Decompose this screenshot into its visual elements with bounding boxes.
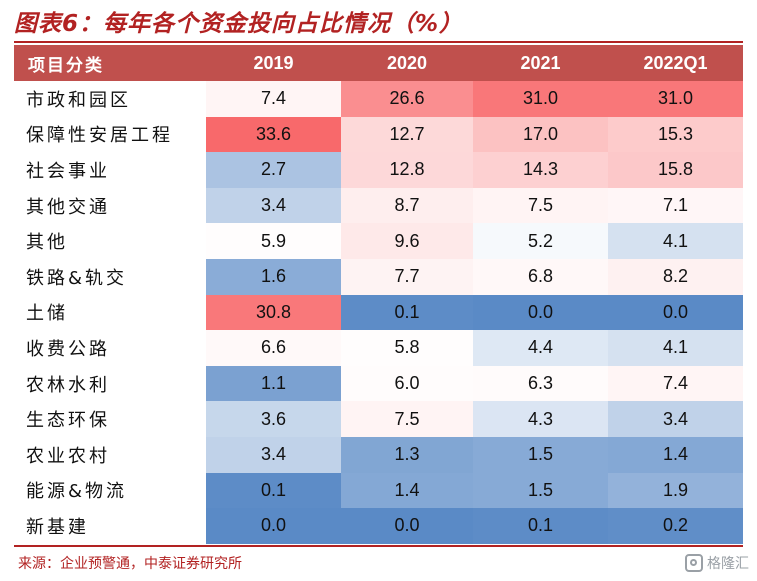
allocation-table: 项目分类 2019 2020 2021 2022Q1 市政和园区 7.4 26.… (14, 45, 743, 544)
row-label: 收费公路 (14, 330, 206, 366)
data-cell: 12.8 (341, 152, 473, 188)
table-row: 市政和园区 7.4 26.6 31.0 31.0 (14, 81, 743, 117)
data-cell: 1.4 (608, 436, 743, 473)
data-cell: 9.6 (341, 223, 473, 259)
table-row: 其他 5.9 9.6 5.2 4.1 (14, 223, 743, 259)
data-cell: 4.1 (608, 330, 743, 366)
data-cell: 4.3 (473, 401, 608, 437)
column-header-2021: 2021 (473, 45, 608, 81)
row-label: 生态环保 (14, 401, 206, 437)
data-cell: 1.4 (341, 472, 473, 509)
data-cell: 3.4 (608, 401, 743, 437)
table-row: 农林水利 1.1 6.0 6.3 7.4 (14, 365, 743, 402)
table-row: 收费公路 6.6 5.8 4.4 4.1 (14, 330, 743, 366)
gelonghui-logo-icon (685, 554, 703, 572)
data-cell: 0.0 (608, 294, 743, 331)
column-header-category: 项目分类 (14, 45, 206, 81)
data-cell: 30.8 (206, 294, 341, 331)
data-cell: 0.0 (473, 294, 608, 331)
table-row: 能源&物流 0.1 1.4 1.5 1.9 (14, 472, 743, 509)
table-row: 其他交通 3.4 8.7 7.5 7.1 (14, 187, 743, 224)
data-cell: 33.6 (206, 116, 341, 153)
data-cell: 4.1 (608, 223, 743, 259)
data-cell: 1.9 (608, 472, 743, 509)
row-label: 市政和园区 (14, 81, 206, 117)
data-cell: 0.1 (341, 294, 473, 331)
data-cell: 7.5 (341, 401, 473, 437)
data-cell: 6.0 (341, 365, 473, 402)
data-cell: 2.7 (206, 152, 341, 188)
bottom-divider (14, 545, 743, 547)
row-label: 铁路&轨交 (14, 258, 206, 295)
data-cell: 5.8 (341, 330, 473, 366)
data-cell: 7.4 (608, 365, 743, 402)
data-cell: 12.7 (341, 116, 473, 153)
data-cell: 6.6 (206, 330, 341, 366)
table-row: 农业农村 3.4 1.3 1.5 1.4 (14, 436, 743, 473)
row-label: 新基建 (14, 508, 206, 544)
data-cell: 31.0 (473, 81, 608, 117)
data-cell: 1.5 (473, 436, 608, 473)
data-cell: 7.4 (206, 81, 341, 117)
table-row: 生态环保 3.6 7.5 4.3 3.4 (14, 401, 743, 437)
table-row: 土储 30.8 0.1 0.0 0.0 (14, 294, 743, 331)
data-cell: 0.0 (206, 508, 341, 544)
watermark-text: 格隆汇 (707, 556, 749, 572)
data-cell: 0.1 (473, 508, 608, 544)
table-row: 保障性安居工程 33.6 12.7 17.0 15.3 (14, 116, 743, 153)
data-cell: 26.6 (341, 81, 473, 117)
data-cell: 3.4 (206, 436, 341, 473)
title-divider (14, 41, 743, 43)
header-row: 项目分类 2019 2020 2021 2022Q1 (14, 45, 743, 81)
column-header-2019: 2019 (206, 45, 341, 81)
data-cell: 1.3 (341, 436, 473, 473)
row-label: 其他 (14, 223, 206, 259)
row-label: 土储 (14, 294, 206, 331)
data-cell: 0.0 (341, 508, 473, 544)
data-cell: 6.8 (473, 258, 608, 295)
row-label: 农业农村 (14, 436, 206, 473)
column-header-2020: 2020 (341, 45, 473, 81)
data-cell: 0.1 (206, 472, 341, 509)
column-header-2022q1: 2022Q1 (608, 45, 743, 81)
data-cell: 31.0 (608, 81, 743, 117)
data-cell: 7.5 (473, 187, 608, 224)
chart-title: 图表6：每年各个资金投向占比情况（%） (14, 11, 464, 37)
data-cell: 4.4 (473, 330, 608, 366)
data-cell: 7.7 (341, 258, 473, 295)
data-cell: 8.2 (608, 258, 743, 295)
watermark: 格隆汇 (685, 552, 749, 574)
data-cell: 6.3 (473, 365, 608, 402)
row-label: 其他交通 (14, 187, 206, 224)
data-cell: 3.4 (206, 187, 341, 224)
table-row: 铁路&轨交 1.6 7.7 6.8 8.2 (14, 258, 743, 295)
data-cell: 1.6 (206, 258, 341, 295)
source-note: 来源：企业预警通，中泰证券研究所 (18, 556, 242, 572)
table-row: 社会事业 2.7 12.8 14.3 15.8 (14, 152, 743, 188)
row-label: 保障性安居工程 (14, 116, 206, 153)
data-cell: 15.8 (608, 152, 743, 188)
data-cell: 3.6 (206, 401, 341, 437)
data-cell: 15.3 (608, 116, 743, 153)
data-cell: 1.5 (473, 472, 608, 509)
row-label: 社会事业 (14, 152, 206, 188)
data-cell: 17.0 (473, 116, 608, 153)
data-cell: 7.1 (608, 187, 743, 224)
row-label: 农林水利 (14, 365, 206, 402)
row-label: 能源&物流 (14, 472, 206, 509)
data-cell: 5.9 (206, 223, 341, 259)
data-cell: 0.2 (608, 508, 743, 544)
data-cell: 1.1 (206, 365, 341, 402)
table-row: 新基建 0.0 0.0 0.1 0.2 (14, 508, 743, 544)
data-cell: 8.7 (341, 187, 473, 224)
data-cell: 14.3 (473, 152, 608, 188)
data-cell: 5.2 (473, 223, 608, 259)
